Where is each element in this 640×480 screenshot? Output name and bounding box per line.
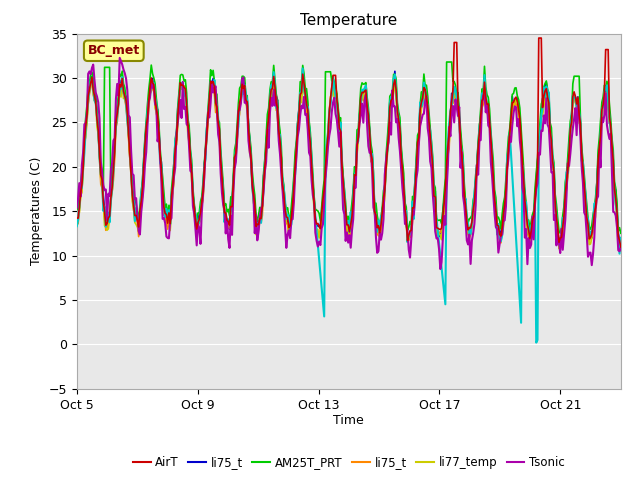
- Text: BC_met: BC_met: [88, 44, 140, 57]
- Y-axis label: Temperatures (C): Temperatures (C): [30, 157, 43, 265]
- X-axis label: Time: Time: [333, 414, 364, 427]
- Legend: NR01_PRT: NR01_PRT: [93, 473, 184, 480]
- Title: Temperature: Temperature: [300, 13, 397, 28]
